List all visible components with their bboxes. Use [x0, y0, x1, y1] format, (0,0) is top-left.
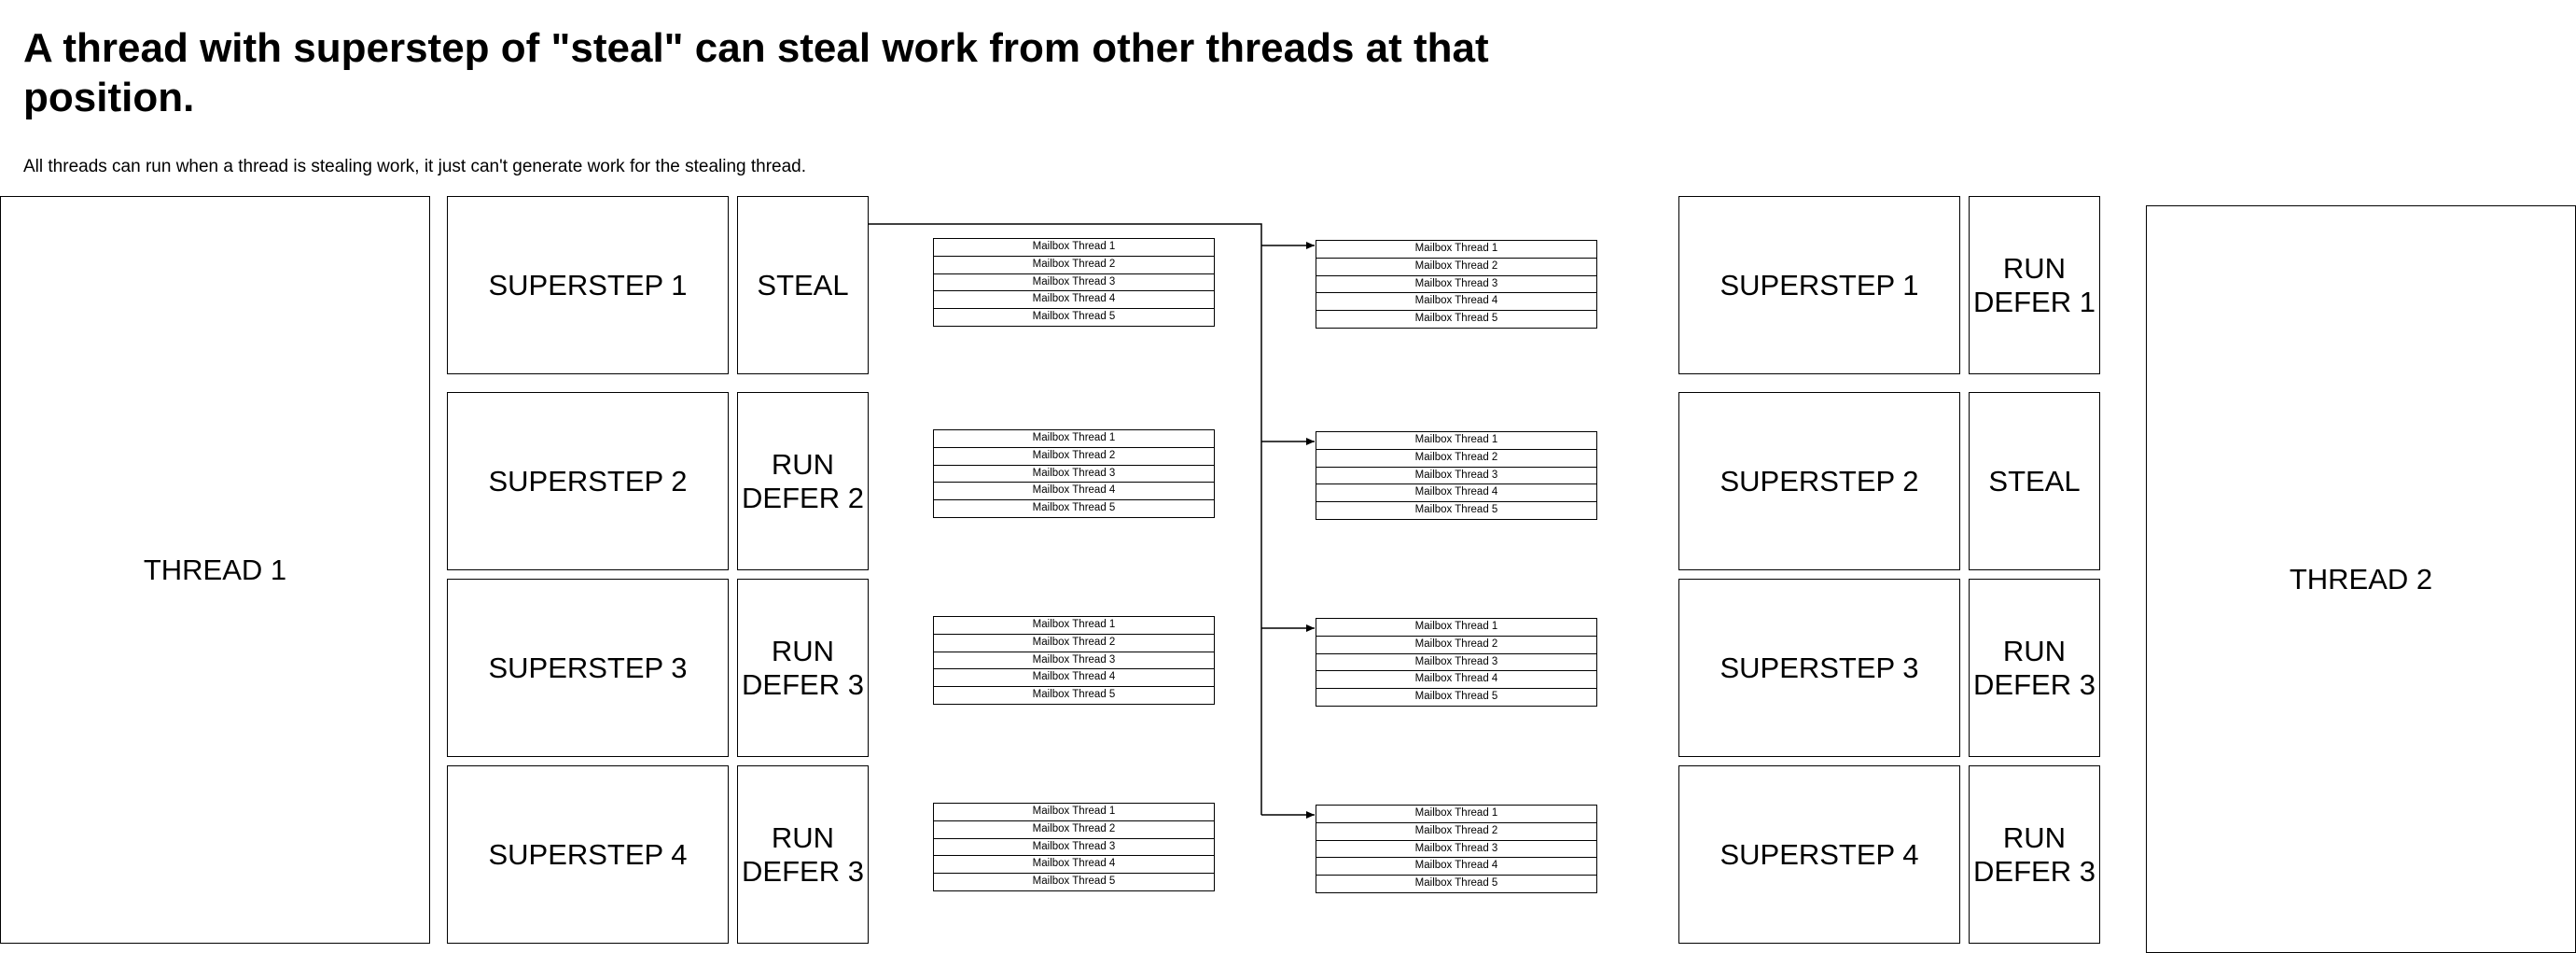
diagram-title: A thread with superstep of "steal" can s…: [23, 25, 1489, 120]
superstep-label: SUPERSTEP 1: [1720, 268, 1919, 301]
superstep-action-label: RUN DEFER 3: [1973, 820, 2096, 888]
mailbox-row: Mailbox Thread 5: [1316, 501, 1597, 521]
thread-1-superstep-1-action-box: STEAL: [737, 196, 869, 374]
mailbox-row: Mailbox Thread 2: [933, 820, 1215, 840]
thread-2-superstep-2-action-box: STEAL: [1969, 392, 2100, 570]
thread-1-superstep-2-action-box: RUN DEFER 2: [737, 392, 869, 570]
mailbox-row: Mailbox Thread 5: [1316, 310, 1597, 329]
thread-1-superstep-4-action-box: RUN DEFER 3: [737, 765, 869, 944]
superstep-action-label: RUN DEFER 3: [742, 634, 864, 701]
diagram-subtitle: All threads can run when a thread is ste…: [23, 157, 807, 176]
mailbox-group-right-1: Mailbox Thread 1 Mailbox Thread 2 Mailbo…: [1316, 240, 1597, 329]
thread-2-superstep-4-box: SUPERSTEP 4: [1678, 765, 1960, 944]
superstep-label: SUPERSTEP 2: [488, 464, 688, 498]
thread-2-label: THREAD 2: [2289, 562, 2433, 596]
superstep-label: SUPERSTEP 3: [1720, 651, 1919, 684]
thread-1-superstep-3-box: SUPERSTEP 3: [447, 579, 729, 757]
thread-1-superstep-4-box: SUPERSTEP 4: [447, 765, 729, 944]
superstep-action-label: RUN DEFER 3: [1973, 634, 2096, 701]
thread-1-label: THREAD 1: [143, 553, 287, 586]
mailbox-group-left-2: Mailbox Thread 1 Mailbox Thread 2 Mailbo…: [933, 429, 1215, 519]
mailbox-group-right-2: Mailbox Thread 1 Mailbox Thread 2 Mailbo…: [1316, 431, 1597, 521]
mailbox-row: Mailbox Thread 4: [1316, 292, 1597, 312]
thread-2-superstep-3-box: SUPERSTEP 3: [1678, 579, 1960, 757]
mailbox-row: Mailbox Thread 5: [933, 499, 1215, 519]
thread-1-box: THREAD 1: [0, 196, 430, 944]
superstep-action-label: STEAL: [757, 268, 849, 301]
mailbox-row: Mailbox Thread 5: [1316, 875, 1597, 894]
superstep-action-label: RUN DEFER 2: [742, 447, 864, 514]
mailbox-row: Mailbox Thread 1: [933, 238, 1215, 258]
superstep-action-label: RUN DEFER 1: [1973, 251, 2096, 318]
thread-2-superstep-1-box: SUPERSTEP 1: [1678, 196, 1960, 374]
mailbox-row: Mailbox Thread 5: [933, 308, 1215, 328]
mailbox-row: Mailbox Thread 4: [933, 855, 1215, 875]
mailbox-group-right-3: Mailbox Thread 1 Mailbox Thread 2 Mailbo…: [1316, 618, 1597, 708]
mailbox-row: Mailbox Thread 5: [933, 873, 1215, 892]
thread-2-box: THREAD 2: [2146, 205, 2576, 953]
mailbox-row: Mailbox Thread 3: [1316, 466, 1597, 485]
mailbox-group-left-4: Mailbox Thread 1 Mailbox Thread 2 Mailbo…: [933, 803, 1215, 892]
thread-2-superstep-2-box: SUPERSTEP 2: [1678, 392, 1960, 570]
mailbox-row: Mailbox Thread 2: [933, 633, 1215, 653]
superstep-label: SUPERSTEP 2: [1720, 464, 1919, 498]
superstep-label: SUPERSTEP 4: [1720, 837, 1919, 871]
superstep-label: SUPERSTEP 3: [488, 651, 688, 684]
thread-2-superstep-3-action-box: RUN DEFER 3: [1969, 579, 2100, 757]
thread-1-superstep-1-box: SUPERSTEP 1: [447, 196, 729, 374]
mailbox-group-right-4: Mailbox Thread 1 Mailbox Thread 2 Mailbo…: [1316, 805, 1597, 894]
mailbox-group-left-3: Mailbox Thread 1 Mailbox Thread 2 Mailbo…: [933, 616, 1215, 706]
superstep-action-label: STEAL: [1988, 464, 2081, 498]
thread-1-superstep-3-action-box: RUN DEFER 3: [737, 579, 869, 757]
superstep-action-label: RUN DEFER 3: [742, 820, 864, 888]
mailbox-group-left-1: Mailbox Thread 1 Mailbox Thread 2 Mailbo…: [933, 238, 1215, 328]
thread-2-superstep-1-action-box: RUN DEFER 1: [1969, 196, 2100, 374]
connector-trunk: [869, 223, 1262, 815]
mailbox-row: Mailbox Thread 5: [933, 686, 1215, 706]
mailbox-row: Mailbox Thread 2: [1316, 635, 1597, 655]
mailbox-row: Mailbox Thread 5: [1316, 688, 1597, 708]
superstep-label: SUPERSTEP 4: [488, 837, 688, 871]
thread-1-superstep-2-box: SUPERSTEP 2: [447, 392, 729, 570]
mailbox-row: Mailbox Thread 4: [1316, 857, 1597, 876]
thread-2-superstep-4-action-box: RUN DEFER 3: [1969, 765, 2100, 944]
superstep-label: SUPERSTEP 1: [488, 268, 688, 301]
